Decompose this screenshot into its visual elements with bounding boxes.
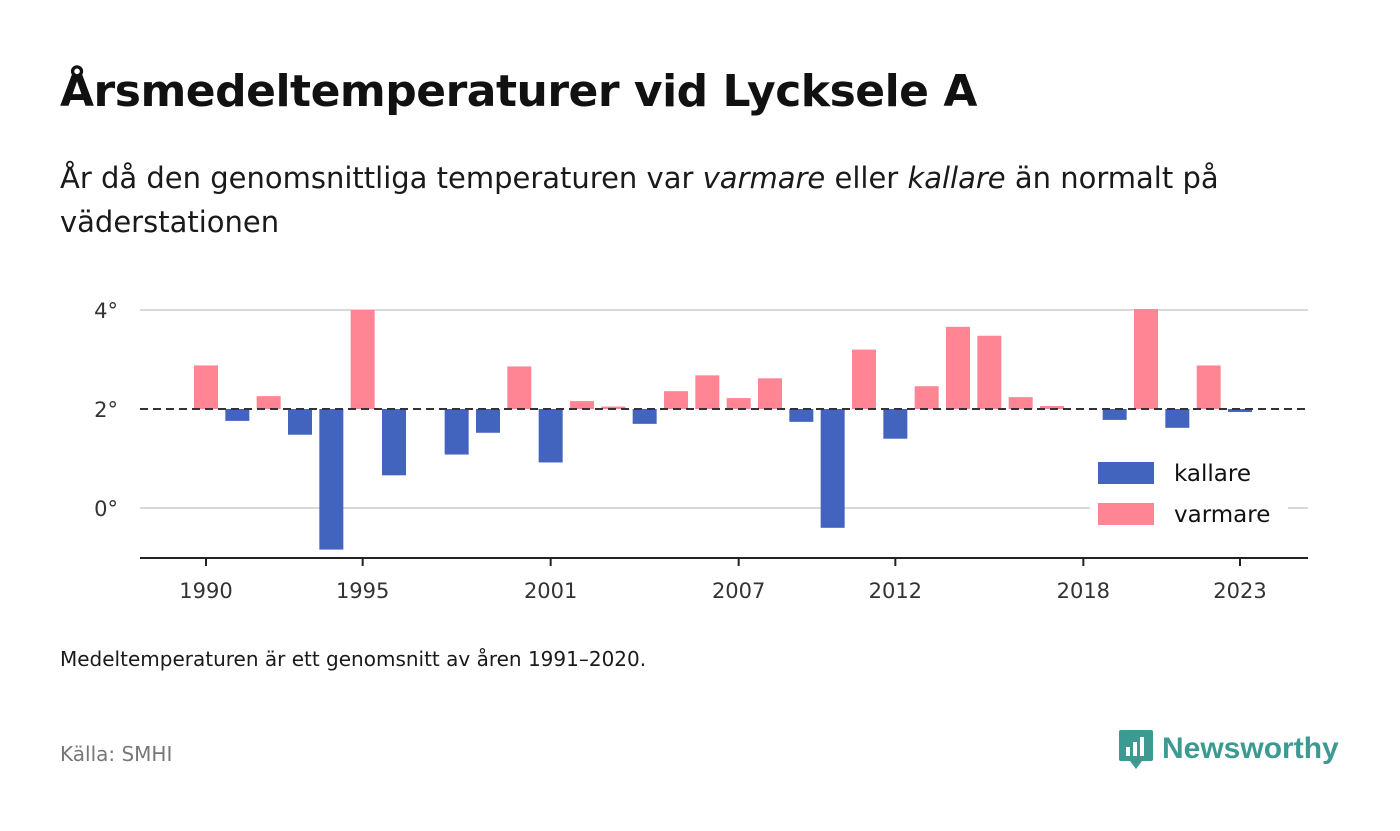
bar-2021 [1165, 409, 1190, 428]
source-label: Källa: SMHI [60, 742, 173, 766]
subtitle-text: År då den genomsnittliga temperaturen va… [60, 161, 703, 195]
brand-name: Newsworthy [1162, 732, 1339, 765]
bar-2013 [914, 386, 939, 409]
bar-2015 [977, 335, 1002, 409]
bar-2005 [664, 391, 688, 409]
bar-2000 [507, 366, 532, 409]
x-tick-label: 2007 [712, 579, 765, 603]
bar-2011 [852, 349, 876, 409]
bar-1992 [256, 396, 281, 409]
legend-swatch-kallare [1098, 462, 1154, 484]
bar-2006 [695, 375, 720, 409]
subtitle-emphasis-warmer: varmare [702, 161, 826, 195]
bar-2001 [538, 409, 563, 463]
subtitle-emphasis-colder: kallare [907, 161, 1006, 195]
bar-1990 [194, 365, 218, 409]
legend: kallare varmare [1090, 453, 1288, 535]
y-tick-label: 0° [94, 497, 118, 521]
bar-1994 [319, 409, 344, 550]
chart-title: Årsmedeltemperaturer vid Lycksele A [60, 66, 977, 117]
bar-2004 [632, 409, 657, 424]
bar-2014 [946, 326, 970, 409]
bar-1996 [382, 409, 406, 476]
chart-subtitle: År då den genomsnittliga temperaturen va… [60, 156, 1340, 244]
y-tick-label: 4° [94, 299, 118, 323]
newsworthy-logo: Newsworthy [1118, 728, 1339, 770]
bar-2022 [1196, 365, 1221, 409]
x-tick-label: 2023 [1213, 579, 1266, 603]
bar-2019 [1102, 409, 1127, 420]
bar-2007 [726, 398, 751, 409]
bar-2023 [1228, 409, 1252, 412]
legend-label-kallare: kallare [1174, 461, 1251, 487]
x-tick-label: 2001 [524, 579, 577, 603]
x-tick-label: 1990 [179, 579, 232, 603]
bar-2008 [758, 378, 782, 409]
bar-2017 [1040, 406, 1064, 409]
x-tick-label: 2012 [869, 579, 922, 603]
bar-2012 [883, 409, 908, 439]
y-tick-label: 2° [94, 398, 118, 422]
newsworthy-logo-icon [1119, 730, 1153, 769]
axes: 1990 1995 2001 2007 2012 2018 2023 [140, 557, 1308, 603]
bar-2002 [570, 401, 594, 409]
temperature-bar-chart: 0° 2° 4° 1990 1995 2001 2007 2012 2018 2023 kall… [94, 299, 1308, 603]
bar-2020 [1134, 309, 1158, 409]
bar-2010 [820, 409, 845, 528]
legend-label-varmare: varmare [1174, 502, 1270, 528]
subtitle-text: än normalt på väderstationen [60, 161, 1219, 239]
bar-1995 [350, 310, 375, 409]
x-tick-label: 2018 [1057, 579, 1110, 603]
footnote: Medeltemperaturen är ett genomsnitt av å… [60, 647, 647, 671]
legend-swatch-varmare [1098, 503, 1154, 525]
bar-1993 [288, 409, 312, 435]
bar-2009 [789, 409, 814, 422]
subtitle-text: eller [825, 161, 908, 195]
bars [194, 309, 1252, 550]
x-tick-label: 1995 [336, 579, 389, 603]
bar-2003 [601, 406, 626, 409]
bar-2016 [1008, 397, 1033, 409]
bar-1999 [476, 409, 500, 433]
bar-1998 [444, 409, 469, 455]
bar-1991 [225, 409, 250, 421]
